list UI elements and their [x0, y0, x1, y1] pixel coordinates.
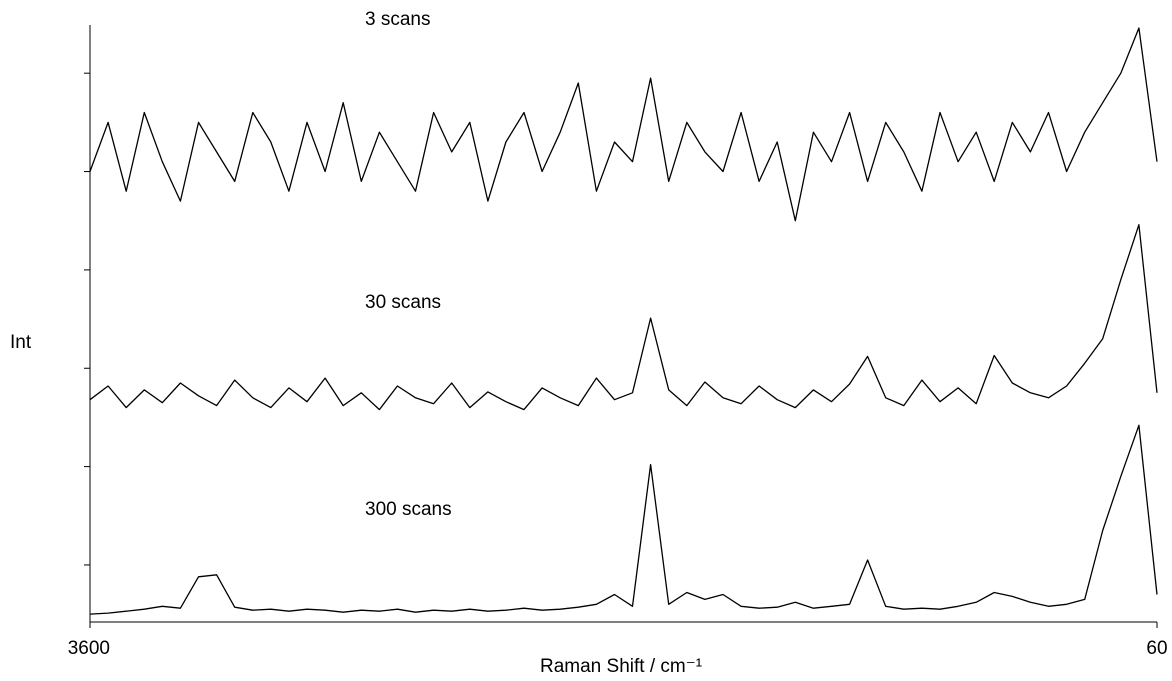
spectrum-line	[89, 27, 1158, 222]
spectrum-line	[89, 224, 1158, 411]
series-label: 3 scans	[365, 9, 430, 30]
x-tick-label: 60	[1146, 638, 1167, 659]
y-axis-label: Int	[10, 332, 32, 353]
spectrum-line	[89, 424, 1158, 615]
x-axis-label: Raman Shift / cm⁻¹	[540, 656, 702, 677]
series-label: 300 scans	[365, 499, 452, 520]
series-label: 30 scans	[365, 292, 441, 313]
x-tick-label: 3600	[68, 638, 110, 659]
